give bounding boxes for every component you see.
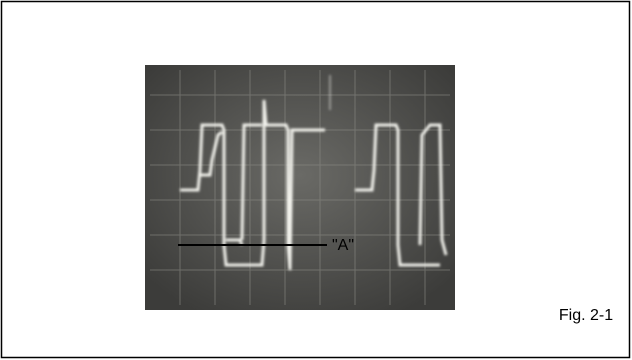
figure: "A" Fig. 2-1: [0, 0, 632, 360]
page: "A" Fig. 2-1 (() => { const data = JSON.…: [0, 0, 632, 360]
oscilloscope-photo: [145, 65, 455, 310]
annotation: "A": [332, 237, 354, 254]
caption: Fig. 2-1: [559, 307, 613, 324]
